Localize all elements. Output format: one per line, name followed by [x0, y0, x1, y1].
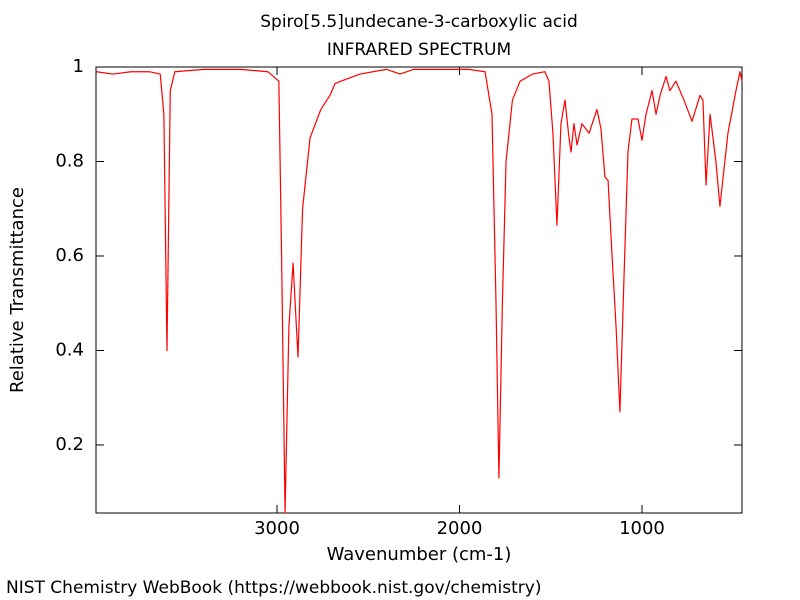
- y-tick-label: 0.6: [55, 245, 84, 266]
- x-axis-label: Wavenumber (cm-1): [327, 544, 512, 565]
- y-tick-label: 0.8: [55, 150, 84, 171]
- chart-title: Spiro[5.5]undecane-3-carboxylic acid: [260, 12, 578, 32]
- y-tick-label: 1: [73, 56, 84, 77]
- x-tick-label: 3000: [254, 518, 300, 539]
- spectrum-line: [96, 68, 743, 514]
- x-tick-label: 1000: [619, 518, 665, 539]
- y-axis-label: Relative Transmittance: [7, 187, 28, 393]
- y-tick-label: 0.4: [55, 339, 84, 360]
- chart-subtitle: INFRARED SPECTRUM: [327, 40, 511, 60]
- plot-frame: [95, 66, 743, 514]
- y-tick-label: 0.2: [55, 434, 84, 455]
- x-tick-label: 2000: [437, 518, 483, 539]
- source-note: NIST Chemistry WebBook (https://webbook.…: [6, 578, 541, 598]
